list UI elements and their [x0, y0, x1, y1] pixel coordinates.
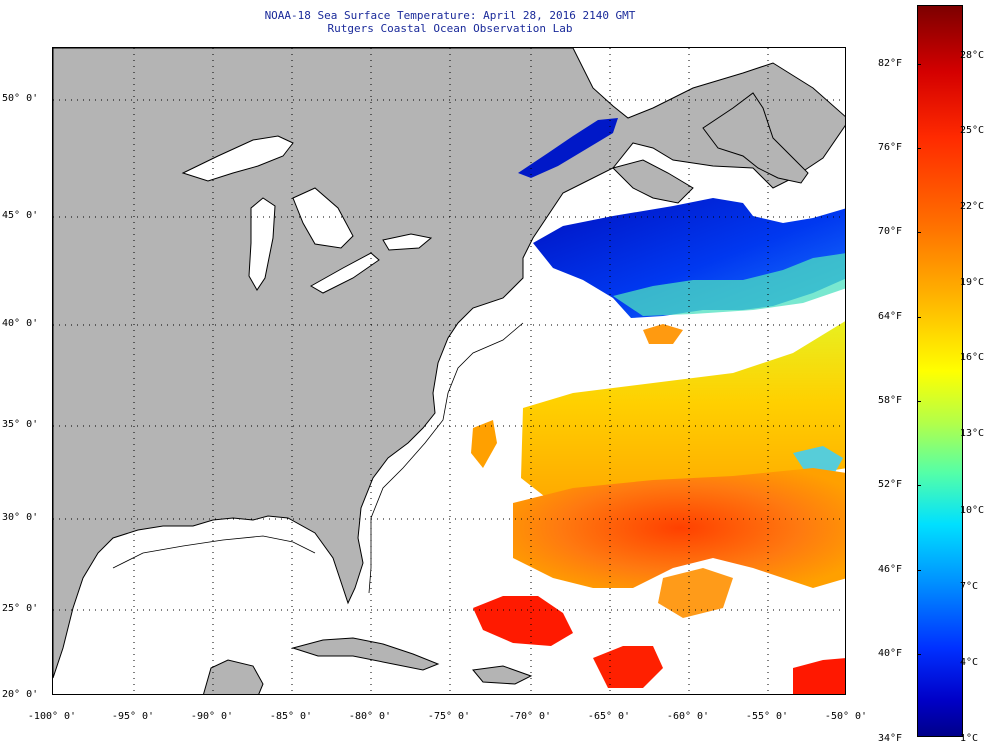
colorbar-f-label: 46°F — [878, 564, 903, 575]
colorbar-c-label: 16°C — [960, 352, 985, 363]
temperature-colorbar — [917, 5, 963, 737]
lon-label-65: -65° 0' — [587, 711, 631, 722]
land-yucatan — [203, 659, 264, 694]
sst-orange-strip-north — [643, 324, 683, 344]
colorbar-c-label: 4°C — [960, 657, 979, 668]
map-subtitle: Rutgers Coastal Ocean Observation Lab — [327, 22, 573, 35]
sst-hot-patch-far-east — [793, 658, 845, 694]
lat-label-40: 40° 0' — [2, 318, 39, 329]
colorbar-tick — [917, 485, 921, 486]
land-hispaniola — [472, 665, 533, 685]
land-north-america — [53, 48, 845, 679]
sst-map-canvas — [53, 48, 845, 694]
lake-ontario — [382, 233, 433, 251]
lake-huron — [292, 187, 354, 249]
colorbar-tick — [917, 232, 921, 233]
lon-label-90: -90° 0' — [190, 711, 234, 722]
colorbar-f-label: 52°F — [878, 479, 903, 490]
shelf-edge-contour — [368, 322, 524, 594]
colorbar-c-label: 22°C — [960, 201, 985, 212]
lat-label-45: 45° 0' — [2, 210, 39, 221]
colorbar-c-label: 1°C — [960, 733, 979, 744]
colorbar-f-label: 70°F — [878, 226, 903, 237]
lon-label-95: -95° 0' — [111, 711, 155, 722]
lon-label-55: -55° 0' — [745, 711, 789, 722]
lon-label-80: -80° 0' — [348, 711, 392, 722]
colorbar-tick — [917, 654, 921, 655]
colorbar-f-label: 82°F — [878, 58, 903, 69]
colorbar-f-label: 40°F — [878, 648, 903, 659]
sst-warm-orange — [513, 468, 845, 588]
land-maritimes — [612, 159, 694, 204]
lat-label-35: 35° 0' — [2, 419, 39, 430]
colorbar-tick — [917, 401, 921, 402]
colorbar-tick — [917, 64, 921, 65]
lat-label-20: 20° 0' — [2, 689, 39, 700]
lake-erie — [309, 252, 380, 294]
graticule — [53, 48, 845, 694]
colorbar-tick — [917, 570, 921, 571]
colorbar-f-label: 76°F — [878, 142, 903, 153]
colorbar-f-label: 58°F — [878, 395, 903, 406]
sst-map[interactable] — [52, 47, 846, 695]
colorbar-tick — [917, 148, 921, 149]
lake-michigan — [248, 197, 276, 291]
colorbar-f-label: 34°F — [878, 733, 903, 744]
sst-orange-fragments-west — [471, 420, 497, 468]
colorbar-c-label: 13°C — [960, 428, 985, 439]
lat-label-25: 25° 0' — [2, 603, 39, 614]
lon-label-100: -100° 0' — [27, 711, 77, 722]
lon-label-85: -85° 0' — [269, 711, 313, 722]
sst-orange-patch-east — [658, 568, 733, 618]
lat-label-30: 30° 0' — [2, 512, 39, 523]
land-cuba — [291, 637, 440, 671]
map-title: NOAA-18 Sea Surface Temperature: April 2… — [264, 9, 636, 22]
lake-superior — [181, 135, 294, 182]
sst-cold-gulf-st-lawrence — [518, 118, 618, 178]
colorbar-c-label: 28°C — [960, 50, 985, 61]
lon-label-50: -50° 0' — [824, 711, 868, 722]
sst-yellow-band — [521, 321, 845, 503]
sst-hot-patch-south — [473, 596, 573, 646]
colorbar-f-label: 64°F — [878, 311, 903, 322]
lat-label-50: 50° 0' — [2, 93, 39, 104]
land-newfoundland — [702, 92, 809, 184]
lon-label-60: -60° 0' — [666, 711, 710, 722]
colorbar-tick — [917, 317, 921, 318]
lon-label-75: -75° 0' — [427, 711, 471, 722]
sst-green-cool-eddy — [793, 446, 843, 476]
colorbar-c-label: 25°C — [960, 125, 985, 136]
colorbar-c-label: 10°C — [960, 505, 985, 516]
gulf-shelf-contour — [112, 535, 316, 569]
colorbar-c-label: 19°C — [960, 277, 985, 288]
sst-hot-patch-southeast — [593, 646, 663, 688]
lon-label-70: -70° 0' — [508, 711, 552, 722]
colorbar-c-label: 7°C — [960, 581, 979, 592]
sst-cool-cyan-patches — [613, 253, 845, 316]
